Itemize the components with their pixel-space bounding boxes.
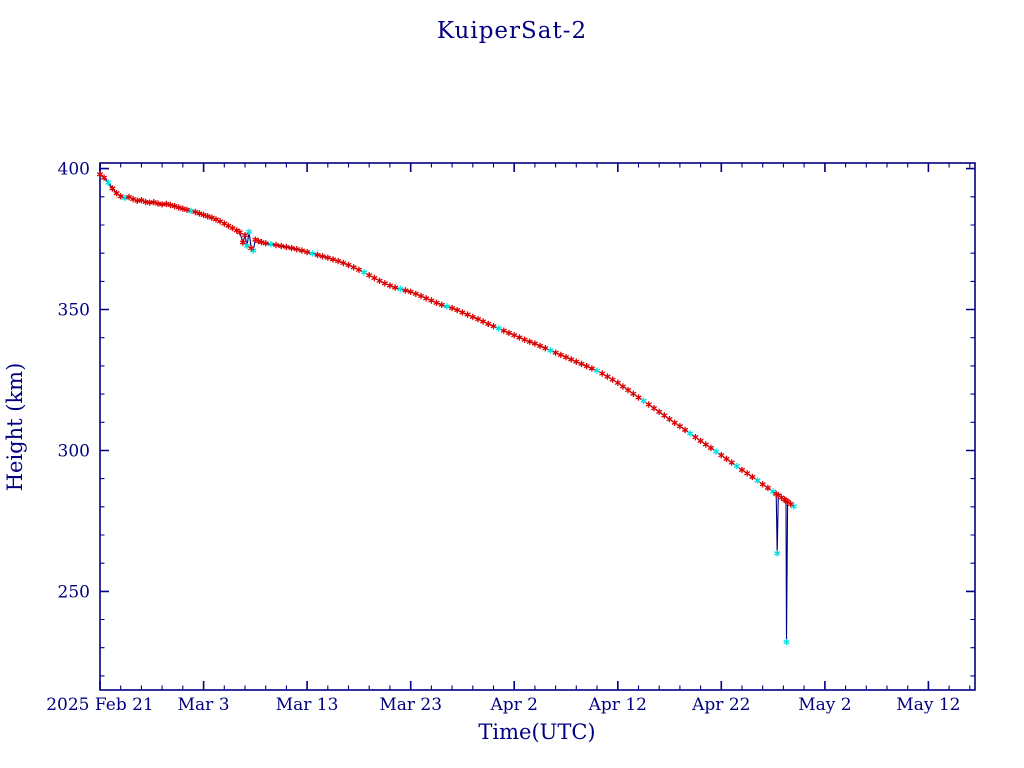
height-series-line bbox=[99, 173, 795, 643]
x-tick-label: Apr 22 bbox=[691, 695, 750, 715]
minor-ticks bbox=[100, 163, 975, 690]
red-asterisk-markers bbox=[96, 171, 794, 508]
x-tick-label: Mar 13 bbox=[276, 695, 339, 715]
x-tick-label: Mar 23 bbox=[379, 695, 442, 715]
y-tick-label: 300 bbox=[58, 442, 90, 462]
y-tick-label: 400 bbox=[58, 160, 90, 180]
y-tick-label: 250 bbox=[58, 582, 90, 602]
cyan-asterisk-markers bbox=[105, 179, 797, 646]
x-tick-label: Mar 3 bbox=[178, 695, 230, 715]
plot-frame bbox=[99, 162, 976, 691]
x-tick-label: May 2 bbox=[798, 695, 851, 715]
plot-area: 2025 Feb 21 Mar 3 Mar 13 Mar 23 Apr 2 Apr 12 A… bbox=[46, 160, 976, 715]
x-axis-label: Time(UTC) bbox=[478, 720, 595, 744]
y-tick-label: 350 bbox=[58, 301, 90, 321]
x-tick-label: Apr 2 bbox=[489, 695, 538, 715]
x-tick-label: May 12 bbox=[896, 695, 960, 715]
chart-title: KuiperSat-2 bbox=[437, 18, 587, 44]
y-axis-label: Height (km) bbox=[3, 363, 27, 492]
x-tick-label: Apr 12 bbox=[588, 695, 647, 715]
x-tick-label: 2025 Feb 21 bbox=[46, 695, 154, 715]
major-ticks bbox=[99, 163, 975, 690]
